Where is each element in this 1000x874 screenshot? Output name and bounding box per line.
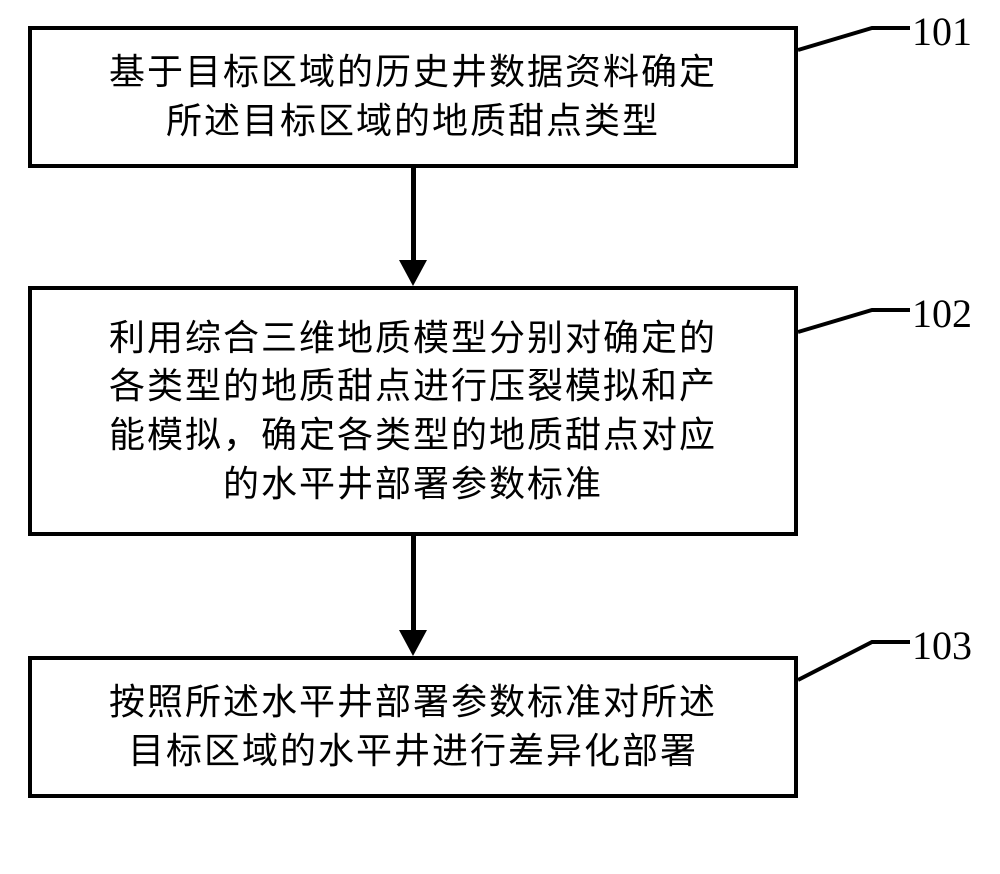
flow-node-label-step2: 102 xyxy=(912,290,972,337)
flow-node-text: 基于目标区域的历史井数据资料确定 所述目标区域的地质甜点类型 xyxy=(109,48,717,145)
label-connector-step1 xyxy=(794,24,914,54)
edge-shaft-step1-step2 xyxy=(411,168,416,260)
flow-node-step2: 利用综合三维地质模型分别对确定的 各类型的地质甜点进行压裂模拟和产 能模拟，确定… xyxy=(28,286,798,536)
flow-node-text: 按照所述水平井部署参数标准对所述 目标区域的水平井进行差异化部署 xyxy=(109,678,717,775)
edge-head-step2-step3 xyxy=(399,630,427,656)
flow-node-label-step1: 101 xyxy=(912,8,972,55)
edge-shaft-step2-step3 xyxy=(411,536,416,630)
flowchart-canvas: 基于目标区域的历史井数据资料确定 所述目标区域的地质甜点类型 101 利用综合三维地… xyxy=(0,0,1000,874)
flow-node-text: 利用综合三维地质模型分别对确定的 各类型的地质甜点进行压裂模拟和产 能模拟，确定… xyxy=(109,314,717,508)
label-connector-step2 xyxy=(794,306,914,336)
flow-node-step3: 按照所述水平井部署参数标准对所述 目标区域的水平井进行差异化部署 xyxy=(28,656,798,798)
label-connector-step3 xyxy=(794,638,914,684)
flow-node-label-step3: 103 xyxy=(912,622,972,669)
edge-head-step1-step2 xyxy=(399,260,427,286)
flow-node-step1: 基于目标区域的历史井数据资料确定 所述目标区域的地质甜点类型 xyxy=(28,26,798,168)
